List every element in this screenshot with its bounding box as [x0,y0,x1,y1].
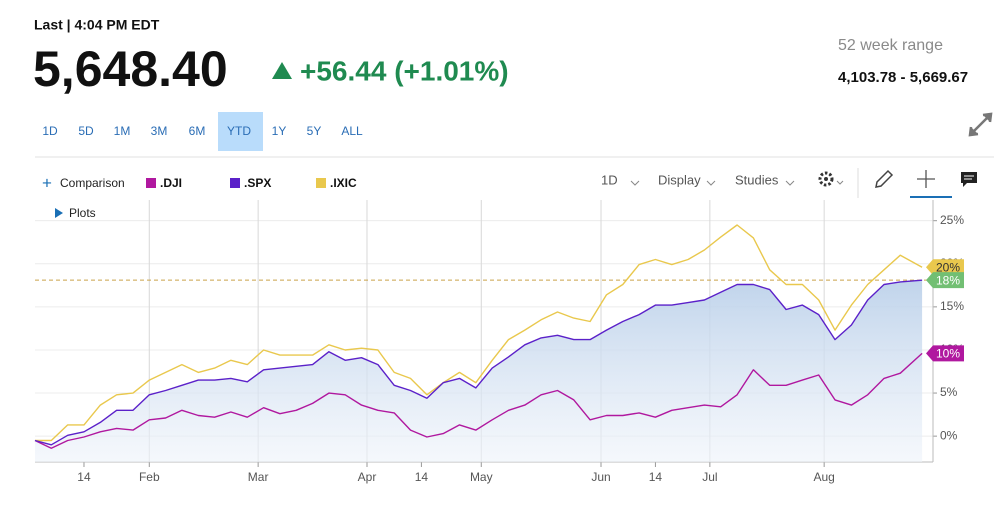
range-button[interactable]: 1Y [272,124,287,138]
last-value-label: 18% [936,273,960,287]
area [35,280,923,462]
plots-arrow[interactable] [55,208,63,218]
chevron [630,180,640,186]
chevron [785,180,795,186]
legend-swatch [316,178,326,188]
legend-swatch [146,178,156,188]
comparison[interactable]: Comparison [60,176,125,190]
x-tick-label: Mar [248,470,269,484]
y-tick-label: 0% [940,428,958,442]
x-tick-label: 14 [77,470,91,484]
range-button[interactable]: ALL [341,124,363,138]
last-value-badge [926,272,964,289]
series-line [34,352,923,449]
legend-label[interactable]: .DJI [160,176,182,190]
comment-icon[interactable] [961,172,977,187]
display[interactable]: Display [658,172,701,187]
range-button[interactable]: YTD [227,124,251,138]
x-tick-label: Jul [702,470,717,484]
legend-label[interactable]: .IXIC [330,176,357,190]
legend: .DJI .SPX .IXIC [146,176,357,190]
y-tick-label: 5% [940,385,958,399]
series-line [35,224,923,442]
legend-label[interactable]: .SPX [244,176,271,190]
x-tick-label: May [470,470,493,484]
legend-swatch [230,178,240,188]
range-value: 4,103.78 - 5,669.67 [838,69,968,86]
x-tick-label: Aug [813,470,834,484]
range-button[interactable]: 5D [78,124,94,138]
y-tick-label: 25% [940,213,964,227]
change: +56.44 (+1.01%) [300,55,509,86]
range-button[interactable]: 5Y [307,124,322,138]
last-value-badge [926,345,964,362]
x-tick-label: Apr [358,470,377,484]
last-value-badge [926,259,964,276]
range-label: 52 week range [838,37,943,54]
range-button[interactable]: 1M [114,124,131,138]
x-tick-label: 14 [415,470,429,484]
studies[interactable]: Studies [735,172,779,187]
plots[interactable]: Plots [69,206,96,220]
chevron [706,180,716,186]
expand-icon[interactable] [968,112,993,137]
range-button[interactable]: 3M [151,124,168,138]
x-tick-label: Jun [591,470,610,484]
y-tick-label: 15% [940,299,964,313]
chart: 0% 5% 10% 15% 20% 25% 14 Feb Mar Apr 14 May Jun 14 Jul… [34,200,964,484]
series-line [34,279,923,446]
crosshair-icon[interactable] [917,170,935,188]
interval[interactable]: 1D [601,172,618,187]
last-value-label: 10% [936,347,960,361]
range-button[interactable]: 1D [42,124,58,138]
status: Last | 4:04 PM EDT [34,17,160,33]
range-button[interactable]: 6M [189,124,206,138]
x-tick-label: 14 [649,470,663,484]
price: 5,648.40 [33,41,228,97]
settings-icon[interactable] [818,171,844,187]
draw-icon[interactable] [875,169,894,188]
up-arrow [272,62,292,79]
last-value-label: 20% [936,260,960,274]
range-highlight [218,112,263,151]
range-buttons: 1D 5D 1M 3M 6M YTD 1Y 5Y ALL [42,112,363,151]
x-tick-label: Feb [139,470,160,484]
plus-icon[interactable]: + [42,173,52,192]
